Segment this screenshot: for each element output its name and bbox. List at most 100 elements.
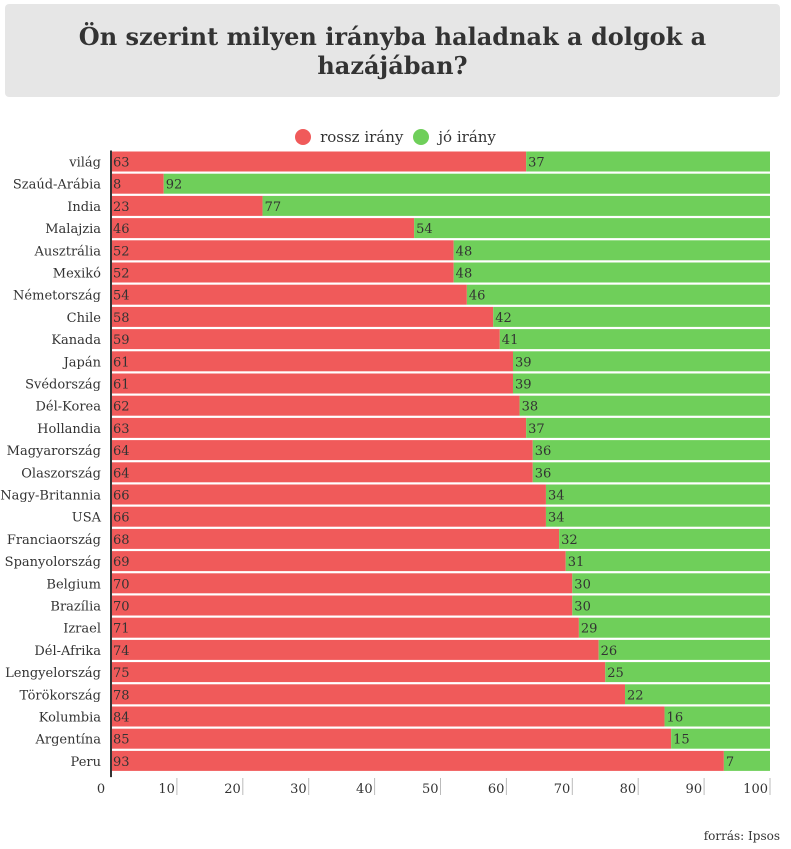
legend-label-jo: jó irány bbox=[438, 128, 496, 146]
category-label: Lengyelország bbox=[5, 666, 101, 681]
x-tick-label: 60 bbox=[488, 782, 505, 797]
x-tick-label: 80 bbox=[620, 782, 637, 797]
data-label-rossz: 52 bbox=[113, 267, 130, 282]
bar-jo bbox=[605, 662, 770, 683]
data-label-jo: 46 bbox=[469, 289, 486, 304]
bar-rossz bbox=[111, 750, 724, 771]
data-label-jo: 26 bbox=[601, 644, 618, 659]
data-label-rossz: 59 bbox=[113, 333, 130, 348]
bar-rossz bbox=[111, 662, 606, 683]
bar-jo bbox=[723, 750, 770, 771]
data-label-jo: 30 bbox=[574, 577, 591, 592]
bar-rossz bbox=[111, 506, 546, 527]
x-tick-label: 30 bbox=[290, 782, 307, 797]
bar-rossz bbox=[111, 173, 164, 194]
bar-jo bbox=[526, 417, 770, 438]
bar-rossz bbox=[111, 551, 566, 572]
x-tick-label: 40 bbox=[356, 782, 373, 797]
category-label: Izrael bbox=[63, 622, 101, 637]
category-label: Kolumbia bbox=[39, 711, 102, 726]
category-label: Dél-Afrika bbox=[34, 644, 101, 659]
data-label-jo: 54 bbox=[416, 222, 433, 237]
chart-title: Ön szerint milyen irányba haladnak a dol… bbox=[78, 21, 707, 80]
data-label-rossz: 64 bbox=[113, 444, 130, 459]
bar-jo bbox=[512, 373, 770, 394]
data-label-jo: 15 bbox=[673, 733, 690, 748]
bar-jo bbox=[453, 240, 770, 261]
x-tick-label: 90 bbox=[686, 782, 703, 797]
legend-item-rossz[interactable]: rossz irány bbox=[295, 128, 403, 146]
x-tick-label: 70 bbox=[554, 782, 571, 797]
bar-rossz bbox=[111, 639, 599, 660]
bar-rossz bbox=[111, 440, 533, 461]
data-label-jo: 39 bbox=[515, 378, 532, 393]
bar-jo bbox=[572, 595, 770, 616]
category-label: Kanada bbox=[51, 333, 101, 348]
bar-rossz bbox=[111, 240, 454, 261]
data-label-rossz: 8 bbox=[113, 178, 121, 193]
data-label-jo: 32 bbox=[561, 533, 578, 548]
data-label-jo: 48 bbox=[456, 244, 473, 259]
category-label: Malajzia bbox=[45, 222, 101, 237]
data-label-jo: 34 bbox=[548, 489, 565, 504]
bar-jo bbox=[545, 484, 770, 505]
bar-rossz bbox=[111, 728, 672, 749]
data-label-rossz: 63 bbox=[113, 422, 130, 437]
category-label: Hollandia bbox=[37, 422, 101, 437]
bar-jo bbox=[572, 573, 770, 594]
category-label: Németország bbox=[13, 289, 101, 304]
bar-rossz bbox=[111, 573, 573, 594]
data-label-rossz: 93 bbox=[113, 755, 130, 770]
x-tick-label: 0 bbox=[97, 782, 105, 797]
data-label-jo: 31 bbox=[568, 555, 585, 570]
bar-rossz bbox=[111, 329, 500, 350]
legend-swatch-rossz bbox=[295, 129, 312, 145]
data-label-rossz: 46 bbox=[113, 222, 130, 237]
category-label: Chile bbox=[67, 311, 102, 326]
bar-rossz bbox=[111, 528, 560, 549]
data-label-jo: 37 bbox=[528, 422, 545, 437]
category-label: Peru bbox=[71, 755, 101, 770]
bar-jo bbox=[545, 506, 770, 527]
bar-jo bbox=[532, 462, 770, 483]
legend-item-jo[interactable]: jó irány bbox=[413, 128, 496, 146]
bar-jo bbox=[578, 617, 770, 638]
bar-rossz bbox=[111, 417, 527, 438]
bar-jo bbox=[526, 151, 770, 172]
category-label: India bbox=[67, 200, 101, 215]
data-label-rossz: 61 bbox=[113, 355, 130, 370]
bar-jo bbox=[565, 551, 770, 572]
bar-jo bbox=[671, 728, 770, 749]
bar-rossz bbox=[111, 595, 573, 616]
data-label-rossz: 62 bbox=[113, 400, 130, 415]
bar-rossz bbox=[111, 462, 533, 483]
bar-rossz bbox=[111, 151, 527, 172]
bar-jo bbox=[559, 528, 770, 549]
data-label-jo: 41 bbox=[502, 333, 519, 348]
data-label-rossz: 52 bbox=[113, 244, 130, 259]
bar-rossz bbox=[111, 684, 626, 705]
data-label-rossz: 66 bbox=[113, 489, 130, 504]
category-label: Ausztrália bbox=[33, 244, 101, 259]
data-label-jo: 30 bbox=[574, 600, 591, 615]
data-label-rossz: 71 bbox=[113, 622, 130, 637]
category-label: Japán bbox=[62, 355, 102, 370]
bar-rossz bbox=[111, 373, 513, 394]
bar-jo bbox=[625, 684, 770, 705]
bar-rossz bbox=[111, 195, 263, 216]
source-note: forrás: Ipsos bbox=[703, 829, 780, 843]
bar-rossz bbox=[111, 351, 513, 372]
category-label: USA bbox=[72, 511, 102, 526]
bar-jo bbox=[163, 173, 771, 194]
bar-jo bbox=[664, 706, 770, 727]
x-tick-label: 50 bbox=[422, 782, 439, 797]
bar-jo bbox=[466, 284, 770, 305]
data-label-rossz: 58 bbox=[113, 311, 130, 326]
data-label-rossz: 66 bbox=[113, 511, 130, 526]
data-label-jo: 7 bbox=[726, 755, 734, 770]
data-label-jo: 37 bbox=[528, 156, 545, 171]
bar-jo bbox=[512, 351, 770, 372]
bar-rossz bbox=[111, 484, 546, 505]
bar-jo bbox=[414, 218, 770, 239]
